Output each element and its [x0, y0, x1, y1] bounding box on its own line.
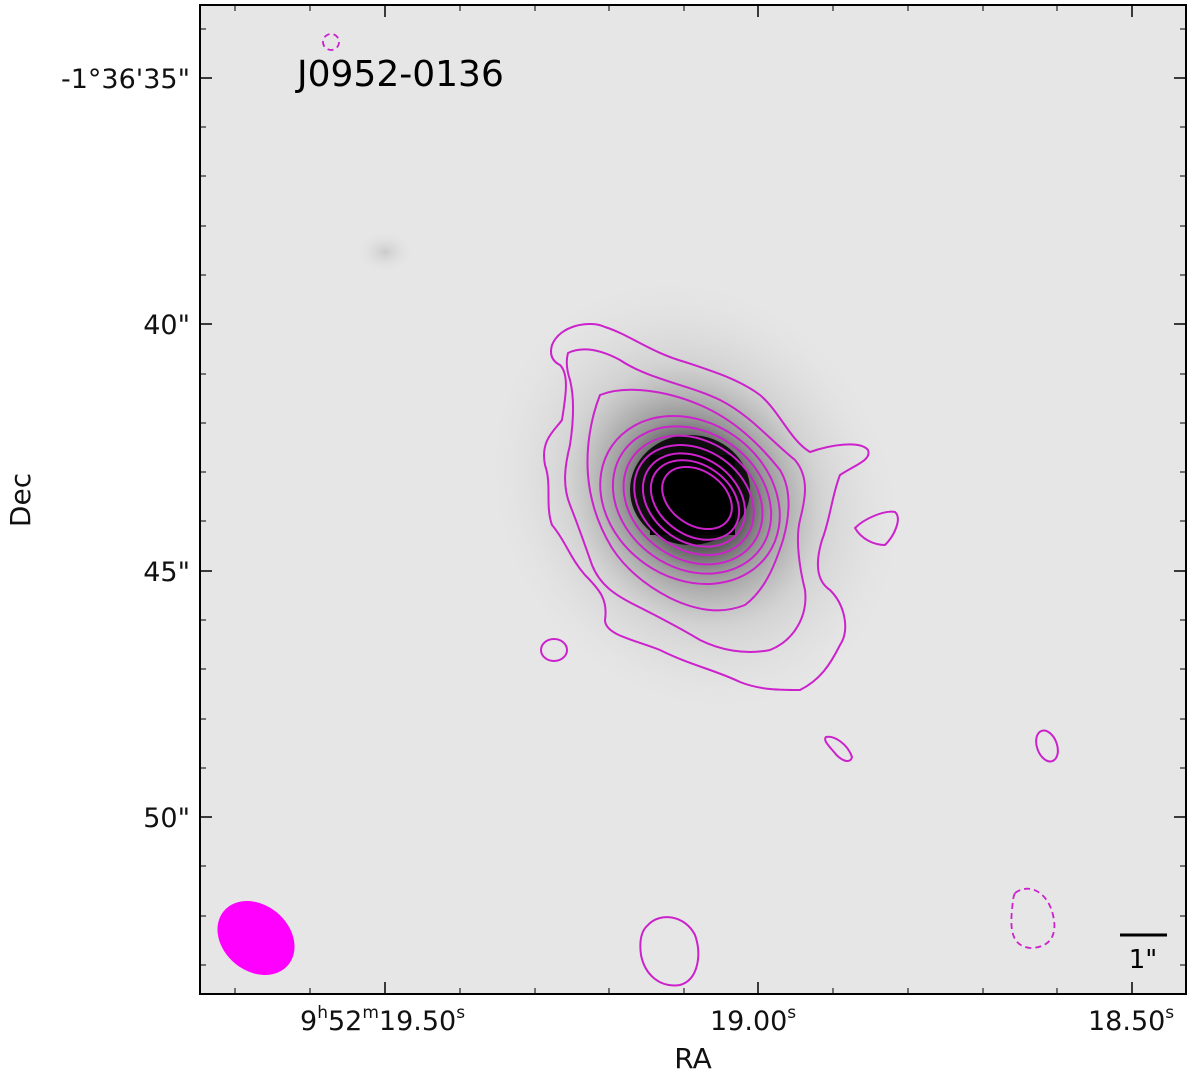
x-tick-label-19-00: 19.00s [710, 1003, 796, 1037]
contour-blob-south-1 [824, 735, 854, 763]
contour-blob-east [853, 510, 899, 547]
x-axis-minor-ticks [234, 5, 1058, 994]
source-name: J0952-0136 [295, 54, 504, 95]
y-tick-label-35: -1°36'35" [61, 64, 190, 95]
contour-level-5 [611, 425, 773, 575]
contour-blob-bottom [639, 916, 700, 987]
plot-frame [199, 4, 1187, 995]
contours [540, 323, 1059, 987]
x-axis-label: RA [674, 1042, 711, 1075]
y-axis-ticks [200, 77, 1186, 818]
contour-level-7 [633, 443, 755, 557]
contour-level-2 [564, 348, 807, 653]
contour-level-8 [641, 452, 747, 548]
x-tick-label-19-50: 9h52m19.50s [300, 1003, 465, 1037]
scale-bar-label: 1" [1129, 945, 1158, 975]
contour-level-3 [586, 388, 790, 612]
y-tick-label-40: 40" [143, 310, 190, 341]
beam-ellipse [217, 901, 295, 975]
contour-level-9 [649, 459, 741, 541]
x-tick-label-18-50: 18.50s [1088, 1003, 1174, 1037]
y-axis-label: Dec [4, 473, 37, 527]
contour-level-4 [599, 415, 781, 585]
contour-level-10 [661, 465, 733, 531]
contour-level-1 [543, 323, 870, 692]
dashed-contours [322, 33, 1056, 949]
y-tick-label-45: 45" [143, 557, 190, 588]
dashed-contour-bottom-right [1010, 887, 1056, 949]
contour-level-6 [622, 434, 764, 566]
contour-blob-south-2 [1035, 729, 1059, 763]
contour-blob-small-left [540, 638, 568, 662]
y-axis-minor-ticks [200, 28, 1186, 966]
dashed-contour-top [322, 33, 340, 51]
y-tick-label-50: 50" [143, 803, 190, 834]
x-axis-ticks [384, 5, 1133, 994]
plot-area: 1" J0952-0136 [199, 4, 1187, 995]
